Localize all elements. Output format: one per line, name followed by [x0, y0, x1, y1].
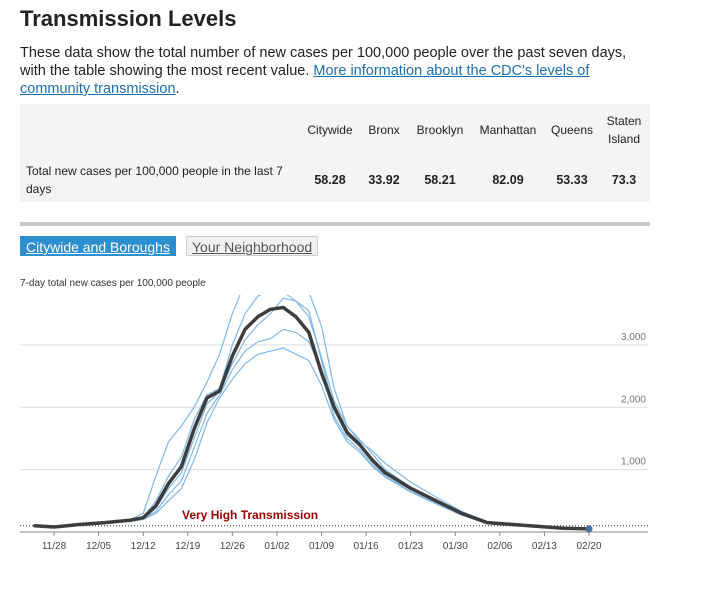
value-staten-island: 73.3 [611, 173, 637, 187]
value-brooklyn: 58.21 [424, 173, 456, 187]
column-header-queens: Queens [550, 123, 594, 137]
section-divider [20, 222, 650, 226]
value-manhattan: 82.09 [492, 173, 524, 187]
cdc-levels-link[interactable]: More information about the CDC's levels … [20, 63, 590, 97]
threshold-label: Very High Transmission [182, 508, 318, 522]
chart-title: 7-day total new cases per 100,000 people [20, 278, 206, 289]
transmission-table: Citywide Bronx Brooklyn Manhattan Queens… [20, 104, 650, 202]
x-tick-label: 12/19 [175, 541, 200, 552]
column-header-staten-island: Staten Island [606, 114, 642, 146]
column-header-citywide: Citywide [307, 123, 353, 137]
tab-citywide-and-boroughs[interactable]: Citywide and Boroughs [20, 236, 176, 256]
series-line-borough-3 [34, 297, 590, 530]
series-end-point [585, 525, 593, 533]
x-tick-label: 12/12 [131, 541, 156, 552]
y-tick-label: 2,000 [621, 394, 646, 405]
x-tick-label: 02/06 [487, 541, 512, 552]
column-header-bronx: Bronx [368, 123, 400, 137]
series-line-borough-4 [34, 328, 590, 530]
y-tick-label: 3,000 [621, 332, 646, 343]
value-citywide: 58.28 [314, 173, 346, 187]
series-line-borough-5 [34, 347, 590, 530]
column-header-brooklyn: Brooklyn [416, 123, 464, 137]
series-line-borough-2 [34, 295, 590, 530]
series-line-borough-1 [34, 295, 590, 530]
x-tick-label: 01/30 [443, 541, 468, 552]
intro-paragraph: These data show the total number of new … [20, 44, 640, 98]
x-tick-label: 02/20 [576, 541, 601, 552]
page-title: Transmission Levels [20, 6, 237, 31]
intro-end: . [175, 81, 180, 97]
column-header-manhattan: Manhattan [479, 123, 537, 137]
tab-your-neighborhood[interactable]: Your Neighborhood [186, 236, 319, 256]
x-tick-label: 11/28 [42, 541, 67, 552]
x-tick-label: 01/02 [264, 541, 289, 552]
intro-text: These data show the total number of new … [20, 45, 627, 79]
y-tick-label: 1,000 [621, 457, 646, 468]
x-tick-label: 02/13 [532, 541, 557, 552]
value-queens: 53.33 [556, 173, 588, 187]
series-line-citywide [33, 305, 591, 531]
x-tick-label: 12/05 [86, 541, 111, 552]
x-tick-label: 01/23 [398, 541, 423, 552]
x-tick-label: 01/16 [354, 541, 379, 552]
line-chart: 1,000 2,000 3,000 Very High Transmission 11/… [20, 295, 648, 552]
value-bronx: 33.92 [368, 173, 400, 187]
x-tick-label: 12/26 [220, 541, 245, 552]
row-label: Total new cases per 100,000 people in th… [26, 164, 283, 196]
x-tick-label: 01/09 [309, 541, 334, 552]
